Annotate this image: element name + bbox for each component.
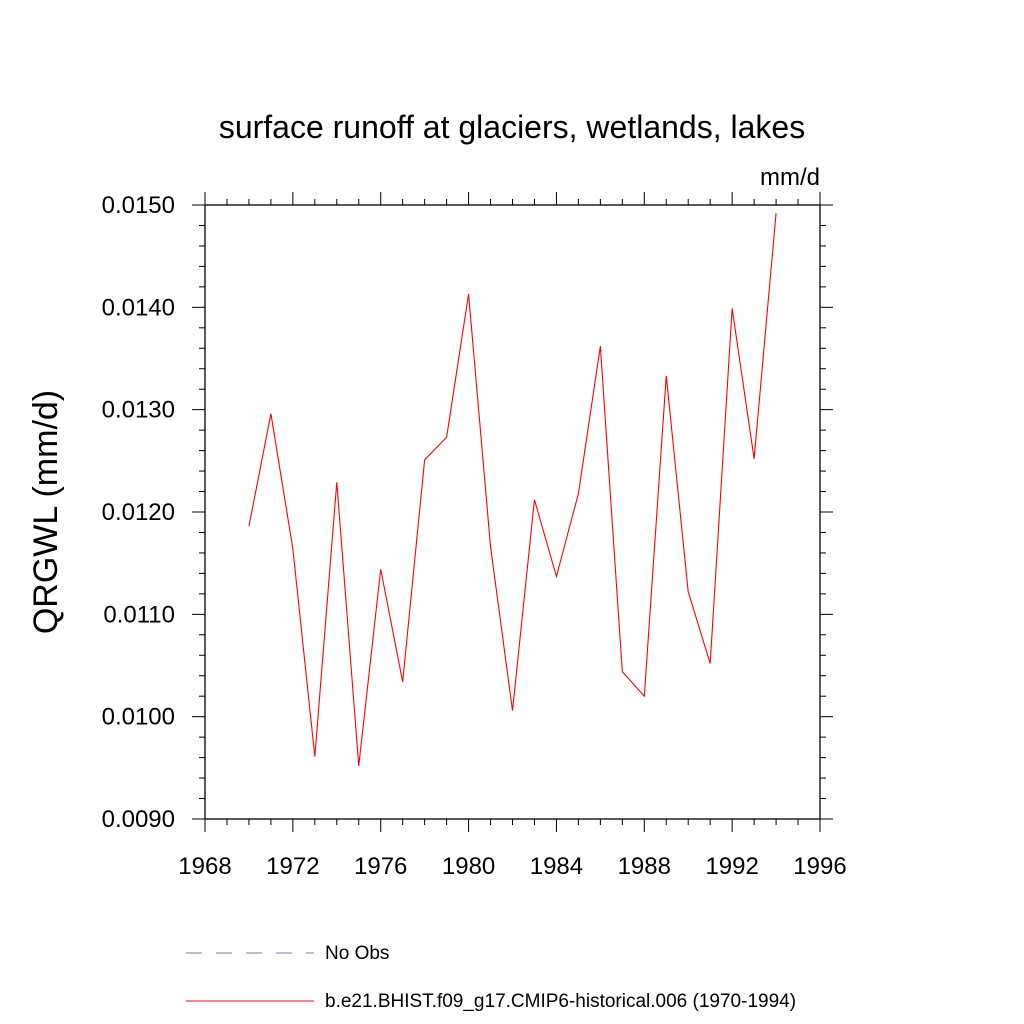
y-tick-label: 0.0120 [102, 499, 175, 526]
plot-frame [204, 204, 821, 820]
y-tick-label: 0.0140 [102, 294, 175, 321]
series-layer [248, 213, 777, 766]
chart-title: surface runoff at glaciers, wetlands, la… [219, 109, 805, 145]
x-tick-label: 1992 [705, 853, 758, 880]
x-tick-label: 1988 [618, 853, 671, 880]
legend-label-historical: b.e21.BHIST.f09_g17.CMIP6-historical.006… [325, 991, 796, 1012]
axis-tick-labels: 1968 1972 1976 1980 1984 1988 1992 1996 0.0090 0.… [102, 192, 847, 880]
y-tick-label: 0.0090 [102, 806, 175, 833]
series-line [248, 213, 777, 766]
legend: No Obs b.e21.BHIST.f09_g17.CMIP6-histori… [186, 943, 796, 1012]
legend-label-no-obs: No Obs [325, 943, 389, 964]
x-tick-label: 1980 [442, 853, 495, 880]
y-tick-label: 0.0110 [103, 601, 175, 628]
y-tick-label: 0.0150 [102, 192, 175, 219]
y-axis-label: QRGWL (mm/d) [27, 390, 65, 634]
x-tick-label: 1984 [530, 853, 583, 880]
y-tick-label: 0.0100 [102, 704, 175, 731]
units-label: mm/d [760, 164, 820, 191]
x-tick-label: 1972 [266, 853, 319, 880]
axis-ticks [192, 192, 833, 832]
x-tick-label: 1968 [178, 853, 231, 880]
y-tick-label: 0.0130 [102, 397, 175, 424]
x-tick-label: 1996 [793, 853, 846, 880]
x-tick-label: 1976 [354, 853, 407, 880]
